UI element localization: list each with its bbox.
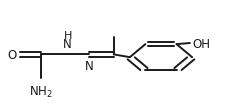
Text: N: N bbox=[63, 38, 72, 51]
Text: NH$_2$: NH$_2$ bbox=[29, 84, 53, 99]
Text: H: H bbox=[63, 31, 71, 41]
Text: N: N bbox=[85, 59, 94, 72]
Text: OH: OH bbox=[192, 37, 210, 50]
Text: O: O bbox=[7, 48, 16, 61]
